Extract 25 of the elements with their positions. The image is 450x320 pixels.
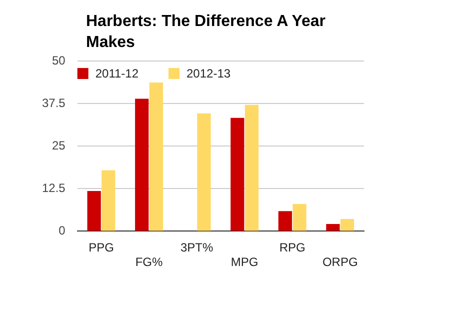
x-tick-label: RPG (279, 240, 306, 255)
y-tick-label: 37.5 (42, 96, 66, 110)
legend-label: 2012-13 (186, 66, 231, 80)
legend-label: 2011-12 (95, 66, 139, 80)
x-tick-label: MPG (230, 255, 258, 270)
x-tick-label: 3PT% (180, 240, 214, 255)
x-tick-label: FG% (135, 255, 164, 270)
x-tick-label: ORPG (322, 255, 358, 270)
bar (197, 113, 211, 231)
bar (149, 82, 163, 231)
y-tick-label: 0 (58, 224, 66, 238)
bar (230, 118, 244, 231)
y-tick-label: 50 (52, 53, 66, 68)
y-tick-label: 12.5 (42, 180, 66, 195)
x-tick-label: PPG (88, 240, 114, 255)
bar (244, 104, 259, 231)
bar (292, 204, 306, 231)
bar (326, 224, 340, 231)
bar (340, 218, 354, 231)
y-tick-label: 25 (52, 138, 66, 152)
bar (135, 98, 149, 231)
bar (278, 211, 292, 231)
bar (87, 191, 101, 231)
bar (102, 170, 116, 231)
chart-title: Harberts: The Difference A Year Makes (86, 12, 326, 53)
